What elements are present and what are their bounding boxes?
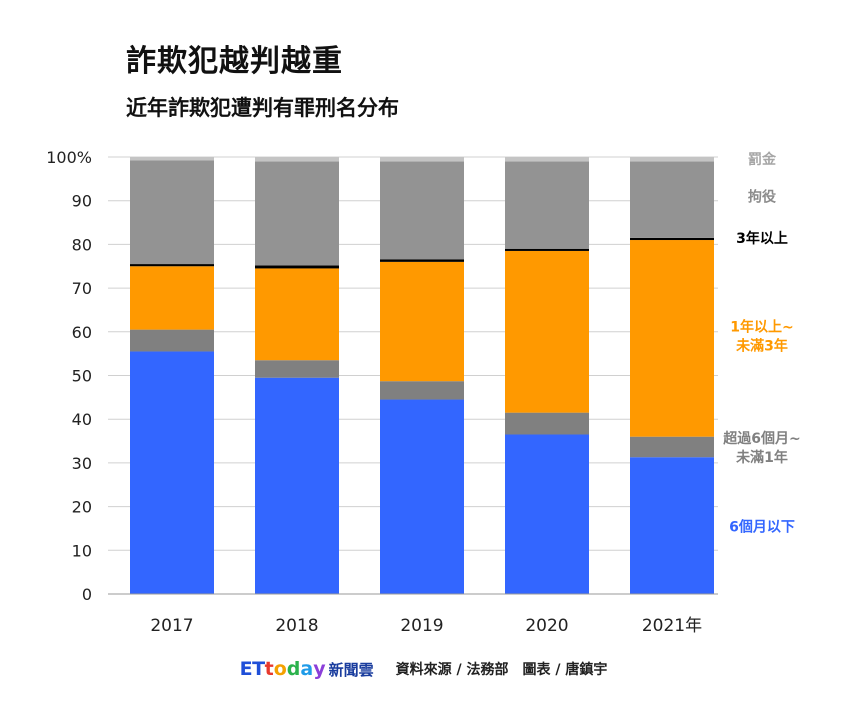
stacked-bar-chart: 0 10 20 30 40 50 60 70 80 90 100% 2017 2018 2019 2020 2… bbox=[46, 148, 800, 636]
y-tick-label: 40 bbox=[72, 410, 92, 429]
x-tick-label: 2020 bbox=[525, 616, 568, 636]
bar-segment bbox=[505, 434, 589, 594]
chart-subtitle: 近年詐欺犯遭判有罪刑名分布 bbox=[126, 96, 399, 120]
bar-segment bbox=[255, 268, 339, 361]
bar-segment bbox=[630, 240, 714, 437]
y-tick-label: 90 bbox=[72, 192, 92, 211]
bar-segment bbox=[130, 264, 214, 267]
legend-label: 1年以上~未滿3年 bbox=[730, 319, 793, 355]
bar-segment bbox=[255, 377, 339, 594]
y-tick-label: 20 bbox=[72, 498, 92, 517]
bar-segment bbox=[630, 161, 714, 238]
y-tick-label: 50 bbox=[72, 367, 92, 386]
y-tick-label: 10 bbox=[72, 541, 92, 560]
y-tick-label: 30 bbox=[72, 454, 92, 473]
logo-y: y bbox=[313, 658, 326, 680]
y-tick-label: 0 bbox=[82, 585, 92, 604]
bar-segment bbox=[130, 266, 214, 330]
bar-segment bbox=[255, 157, 339, 162]
bar-segment bbox=[505, 248, 589, 251]
logo-et: ET bbox=[239, 658, 265, 680]
bar-segment bbox=[630, 457, 714, 594]
logo-o: o bbox=[273, 658, 287, 680]
bar-segment bbox=[130, 160, 214, 265]
bar-segment bbox=[380, 261, 464, 382]
y-tick-label: 80 bbox=[72, 235, 92, 254]
bar-segment bbox=[630, 436, 714, 458]
logo-d: d bbox=[286, 658, 301, 680]
bar-segment bbox=[380, 157, 464, 162]
y-tick-label: 100% bbox=[46, 148, 92, 167]
bar-segment bbox=[630, 237, 714, 241]
y-tick-label: 60 bbox=[72, 323, 92, 342]
y-tick-label: 70 bbox=[72, 279, 92, 298]
x-tick-label: 2018 bbox=[275, 616, 318, 636]
bar-segment bbox=[130, 351, 214, 594]
bar-segment bbox=[130, 329, 214, 352]
bar-segment bbox=[255, 265, 339, 269]
logo-a: a bbox=[300, 658, 314, 680]
chart-title: 詐欺犯越判越重 bbox=[126, 44, 343, 79]
legend-label: 6個月以下 bbox=[729, 518, 795, 535]
legend-label: 3年以上 bbox=[736, 230, 788, 247]
x-tick-label: 2021年 bbox=[642, 616, 702, 636]
bar-segment bbox=[505, 157, 589, 162]
bar-segment bbox=[380, 161, 464, 260]
x-tick-label: 2019 bbox=[400, 616, 443, 636]
bar-segment bbox=[255, 360, 339, 378]
logo-news: 新聞雲 bbox=[328, 661, 374, 679]
bar-segment bbox=[505, 250, 589, 413]
x-tick-label: 2017 bbox=[150, 616, 193, 636]
footer: ET t o d a y 新聞雲 資料來源 / 法務部 圖表 / 唐鎮宇 bbox=[0, 655, 847, 683]
bar-segment bbox=[505, 412, 589, 435]
bar-segment bbox=[630, 157, 714, 162]
legend-label: 拘役 bbox=[748, 188, 777, 205]
bar-segment bbox=[255, 161, 339, 266]
legend-label: 超過6個月~未滿1年 bbox=[722, 430, 800, 466]
legend-label: 罰金 bbox=[748, 151, 777, 168]
bar-segment bbox=[130, 157, 214, 161]
logo-t: t bbox=[264, 658, 274, 680]
bar-segment bbox=[380, 399, 464, 594]
source-credit: 資料來源 / 法務部 圖表 / 唐鎮宇 bbox=[395, 662, 608, 678]
bar-segment bbox=[380, 381, 464, 400]
bar-segment bbox=[380, 259, 464, 262]
bar-segment bbox=[505, 161, 589, 249]
ettoday-logo: ET t o d a y 新聞雲 bbox=[240, 658, 374, 680]
